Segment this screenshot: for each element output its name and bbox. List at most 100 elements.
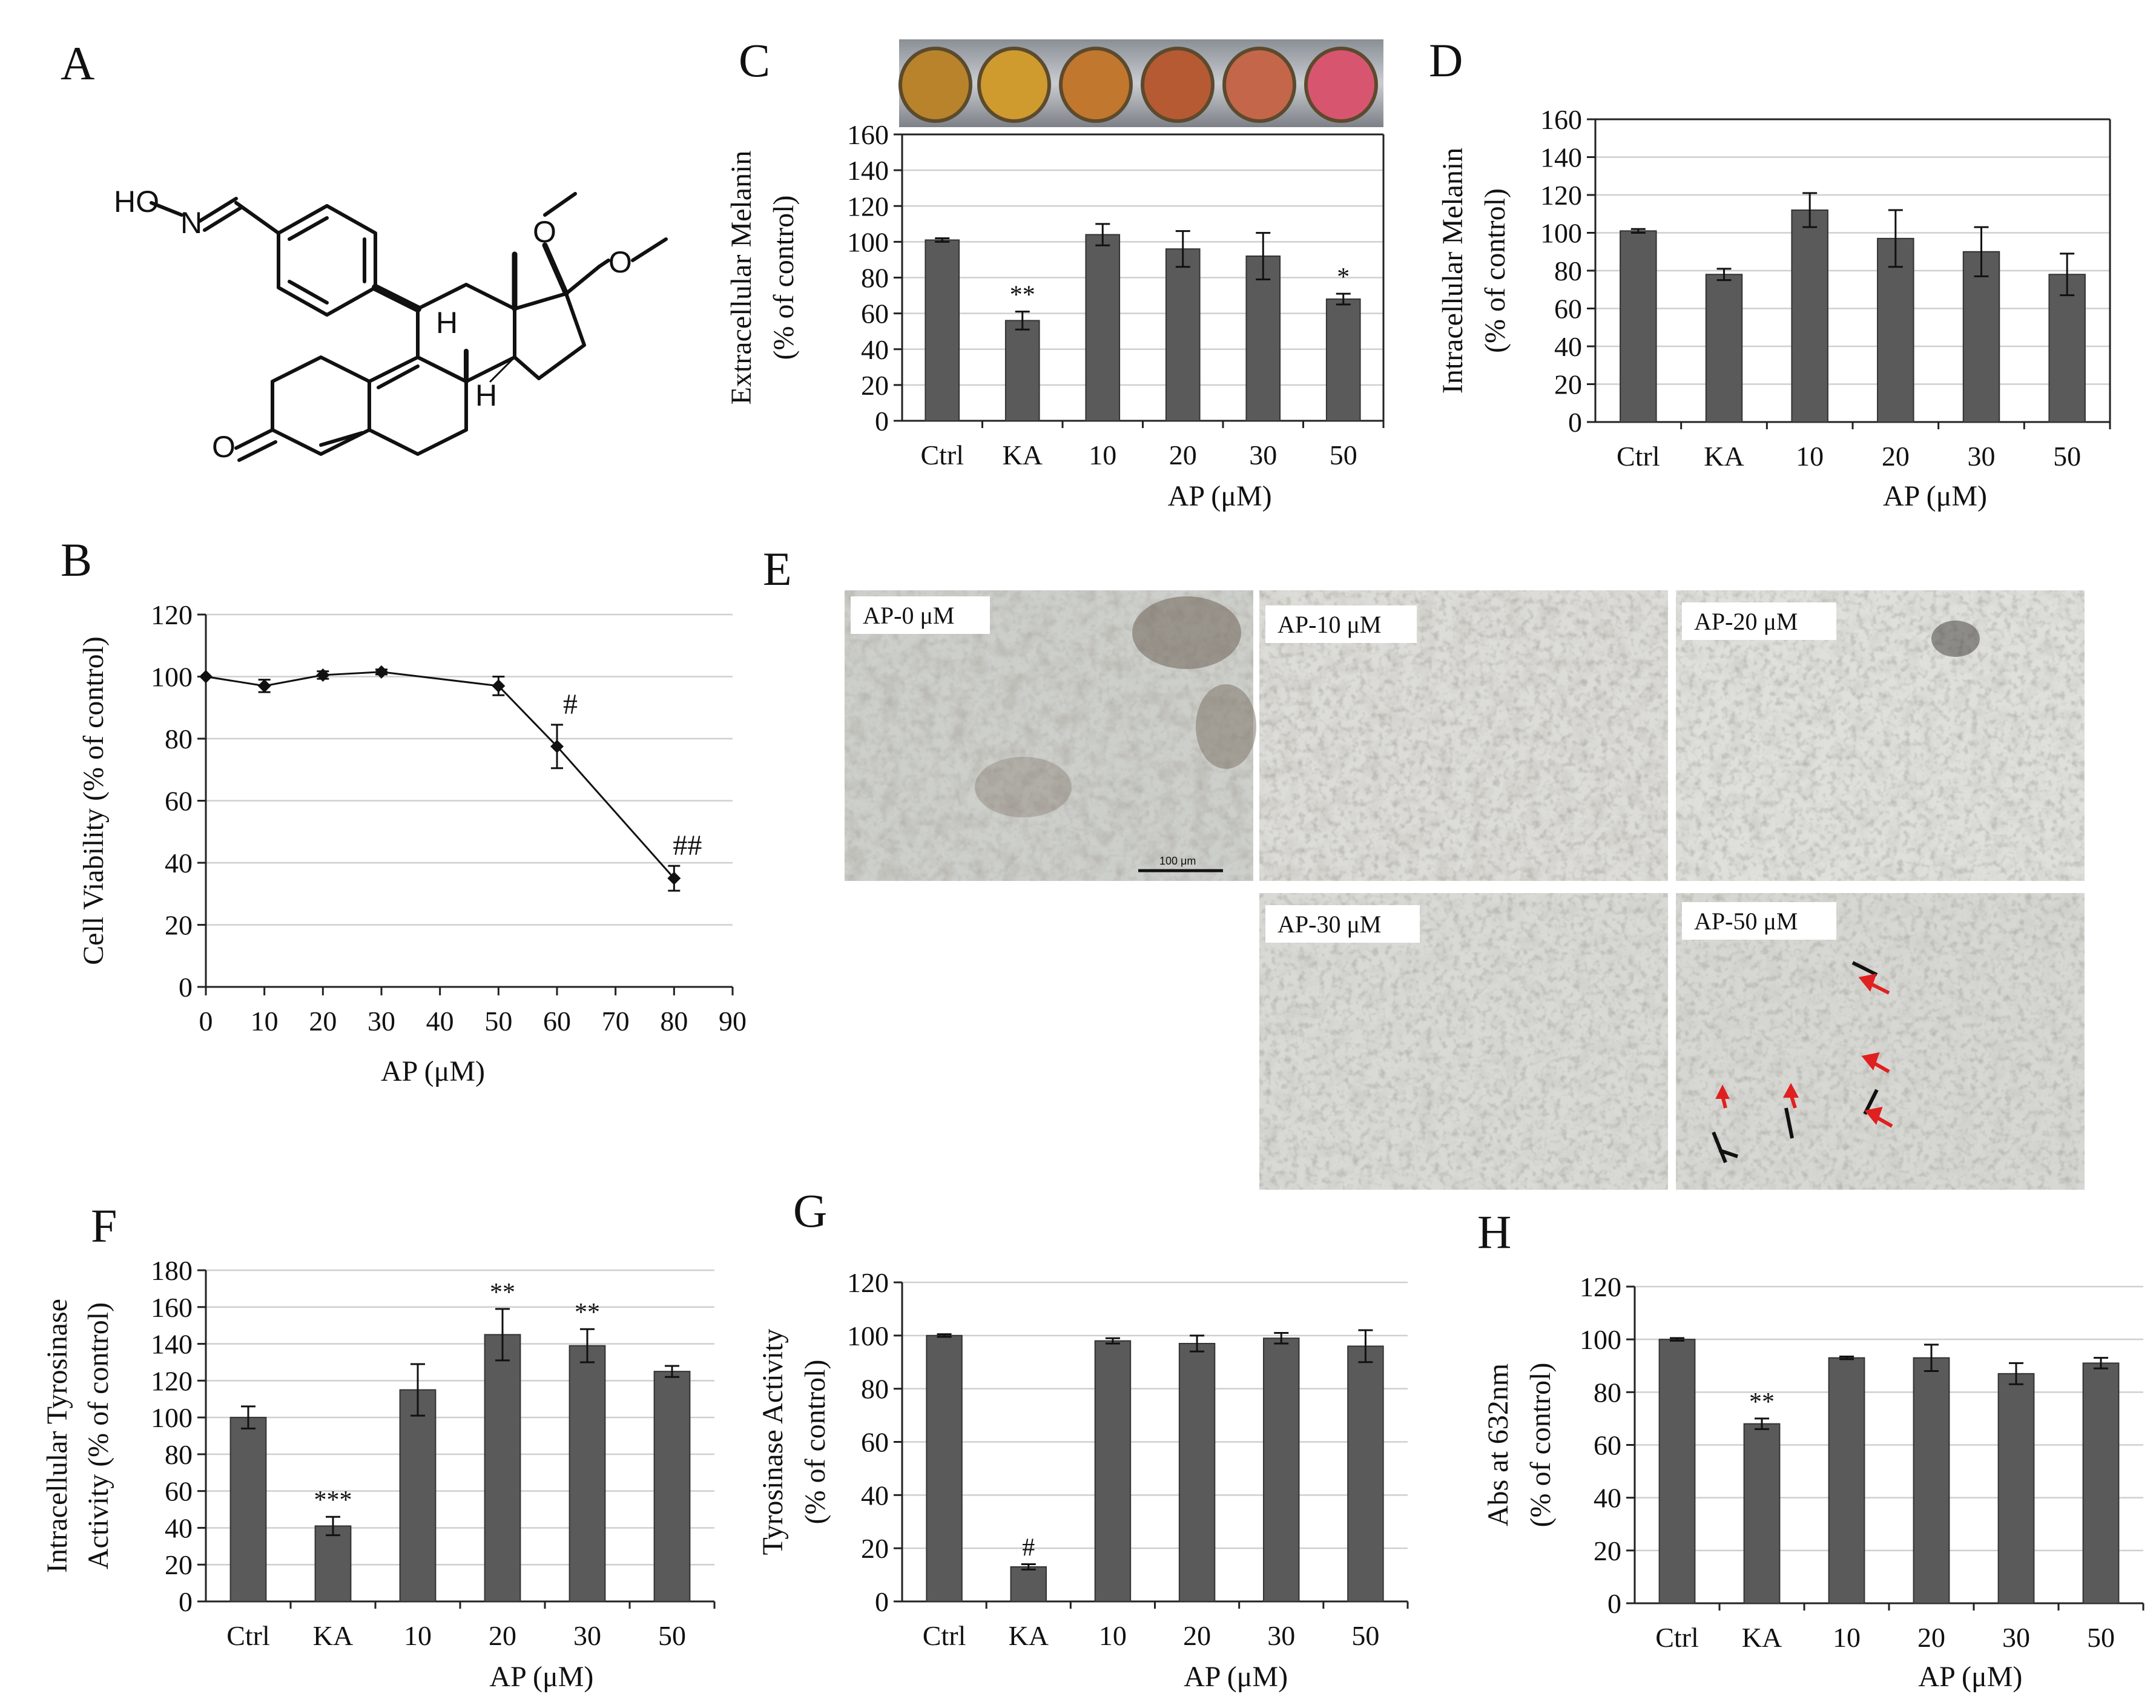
x-tick-label: 10 [404,1620,432,1651]
y-axis-label: Abs at 632nm [1482,1363,1514,1526]
y-tick-label: 100 [1540,218,1582,249]
micro-label-ap20: AP-20 μM [1694,608,1798,635]
x-tick-label: 50 [658,1620,686,1651]
micro-label-ap0: AP-0 μM [863,602,954,629]
atom-o-methoxy: O [533,215,556,249]
y-tick-label: 80 [861,263,889,294]
x-tick-label: 20 [309,1006,337,1037]
micro-label-ap30: AP-30 μM [1277,911,1381,938]
x-tick-label: 50 [1351,1620,1379,1651]
x-axis-label: AP (μM) [1168,480,1272,512]
y-axis-label-secondary: (% of control) [799,1360,831,1525]
bar-30 [1245,256,1281,421]
panel-label-c: C [739,34,771,87]
y-tick-label: 140 [847,155,889,186]
x-tick-label: 50 [1330,440,1357,470]
atom-h-14: H [475,378,497,412]
x-tick-label: 90 [719,1006,747,1037]
chart-g-tyrosinase-activity: 0 20 40 60 80 100 120 Ctrl # KA 10 20 30 50 AP (μM) Tyr… [757,1267,1409,1693]
micro-tile-ap0: AP-0 μM 100 μm [845,590,1256,881]
x-tick-label: 30 [1968,441,1996,472]
y-tick-label: 80 [165,724,193,754]
scale-bar-label: 100 μm [1159,855,1196,867]
y-tick-label: 120 [847,191,889,222]
y-tick-label: 40 [165,1512,193,1543]
y-tick-label: 120 [1540,180,1582,211]
chart-c-extracellular-melanin: 0 20 40 60 80 100 120 140 160 Ctrl ** KA 10 20 30 * 50 AP… [725,119,1385,512]
significance-mark: # [1022,1534,1035,1562]
bar-ctrl [926,1334,963,1602]
x-tick-label: 30 [368,1006,395,1037]
x-tick-label: 50 [2087,1622,2115,1653]
x-tick-label: 50 [2053,441,2081,472]
bar-30 [1263,1337,1300,1603]
atom-o-ether: O [608,245,632,279]
y-axis-label-secondary: (% of control) [768,196,800,360]
y-tick-label: 0 [1607,1588,1621,1619]
x-tick-label: 10 [1099,1620,1127,1651]
bar-50 [2048,274,2086,423]
x-tick-label: KA [1003,440,1043,470]
y-axis-label: Cell Viability (% of control) [77,636,110,965]
bar-10 [1791,209,1828,423]
x-axis-label: AP (μM) [381,1055,485,1087]
y-tick-label: 160 [151,1292,193,1323]
atom-n: N [180,206,202,240]
y-tick-label: 60 [861,1427,889,1458]
y-axis-label: Intracellular Tyrosinase [41,1299,73,1573]
y-tick-label: 80 [1594,1377,1621,1408]
micro-label-ap50: AP-50 μM [1694,908,1798,935]
x-tick-label: Ctrl [1655,1622,1699,1653]
atom-h-8: H [436,306,458,340]
x-tick-label: 10 [251,1006,279,1037]
y-tick-label: 100 [151,1402,193,1433]
bar-ctrl [229,1417,267,1602]
x-tick-label: 30 [1249,440,1277,470]
y-tick-label: 20 [861,370,889,401]
y-tick-label: 0 [1568,407,1582,438]
x-tick-label: KA [1742,1622,1782,1653]
significance-mark: ** [490,1279,515,1307]
data-point [492,679,506,693]
bar-10 [1085,234,1121,421]
y-axis-label-secondary: Activity (% of control) [82,1302,114,1569]
y-tick-label: 0 [179,972,193,1003]
y-tick-label: 20 [1554,369,1582,400]
y-tick-label: 100 [847,226,889,257]
panel-label-f: F [91,1199,117,1252]
data-point [375,665,388,679]
y-tick-label: 100 [1580,1324,1621,1355]
atom-ho: HO [114,185,159,219]
bar-ka [1743,1423,1781,1604]
microscopy-grid: AP-0 μM 100 μm AP-10 μM AP-20 μM AP-30 μ… [845,590,2085,1190]
x-tick-label: 30 [573,1620,601,1651]
micro-tile-ap10: AP-10 μM [1259,590,1668,881]
chart-f-intracellular-tyrosinase: 0 20 40 60 80 100 120 140 160 180 Ctrl *** KA 10 ** 20 *… [41,1255,716,1693]
well-50 [1304,47,1378,123]
x-tick-label: 20 [489,1620,516,1651]
y-axis-label-secondary: (% of control) [1479,188,1511,353]
x-tick-label: 30 [2002,1622,2030,1653]
y-tick-label: 120 [151,1365,193,1396]
y-tick-label: 0 [875,406,889,437]
x-tick-label: 20 [1917,1622,1945,1653]
x-tick-label: 50 [484,1006,512,1037]
data-point [199,670,213,684]
bar-ka [1004,320,1040,422]
y-tick-label: 60 [1594,1430,1621,1461]
chart-h-abs-632nm: 0 20 40 60 80 100 120 Ctrl ** KA 10 20 30 50 AP (μM) Ab… [1482,1271,2144,1693]
y-tick-label: 40 [1594,1483,1621,1514]
y-tick-label: 20 [861,1533,889,1564]
x-tick-label: Ctrl [920,440,964,470]
micro-tile-ap20: AP-20 μM [1676,590,2085,881]
x-tick-label: 20 [1169,440,1197,470]
x-tick-label: 70 [602,1006,630,1037]
micro-tile-ap50: AP-50 μM [1676,893,2085,1190]
y-tick-label: 20 [165,1549,193,1580]
bar-30 [569,1345,606,1603]
well-30 [1222,47,1296,123]
x-tick-label: 0 [199,1006,213,1037]
x-tick-label: Ctrl [1617,441,1660,472]
bar-30 [1997,1373,2035,1604]
